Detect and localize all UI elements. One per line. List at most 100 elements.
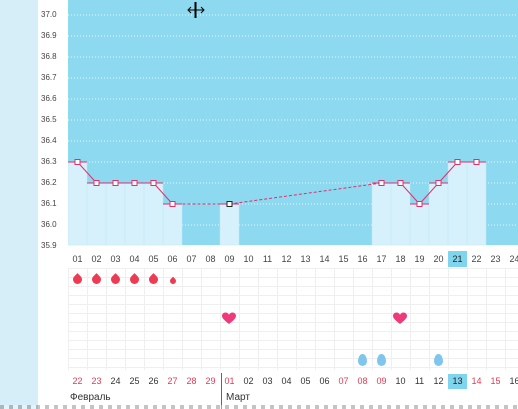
calendar-date-label[interactable]: 02	[243, 376, 254, 386]
y-axis-label: 36.8	[41, 52, 57, 61]
calendar-date-label[interactable]: 14	[471, 376, 482, 386]
calendar-date-label[interactable]: 01	[224, 376, 235, 386]
blue-drop-icon[interactable]	[358, 354, 367, 366]
cycle-day-label[interactable]: 14	[319, 254, 330, 264]
chart-bar[interactable]	[86, 182, 107, 246]
cycle-day-label[interactable]: 06	[167, 254, 178, 264]
calendar-date-label[interactable]: 24	[110, 376, 121, 386]
calendar-date-label[interactable]: 03	[262, 376, 273, 386]
cycle-day-label[interactable]: 19	[414, 254, 425, 264]
calendar-date-label[interactable]: 07	[338, 376, 349, 386]
calendar-date-label[interactable]: 15	[490, 376, 501, 386]
blood-drop-icon[interactable]	[147, 273, 160, 286]
blood-drop-icon[interactable]	[109, 273, 122, 286]
cycle-day-label[interactable]: 22	[471, 254, 482, 264]
cycle-day-label[interactable]: 13	[300, 254, 311, 264]
cycle-day-label[interactable]: 10	[243, 254, 254, 264]
month-divider	[221, 373, 222, 409]
chart-point[interactable]	[226, 201, 233, 207]
chart-bar[interactable]	[409, 203, 430, 246]
calendar-date-label[interactable]: 12	[433, 376, 444, 386]
chart-point[interactable]	[473, 159, 480, 165]
chart-point[interactable]	[454, 159, 461, 165]
cycle-day-label[interactable]: 09	[224, 254, 235, 264]
blood-drop-icon[interactable]	[128, 273, 141, 286]
calendar-date-label[interactable]: 25	[129, 376, 140, 386]
cycle-day-label[interactable]: 08	[205, 254, 216, 264]
calendar-date-label[interactable]: 28	[186, 376, 197, 386]
calendar-date-label[interactable]: 29	[205, 376, 216, 386]
calendar-date-label[interactable]: 27	[167, 376, 178, 386]
chart-point[interactable]	[150, 180, 157, 186]
calendar-date-label[interactable]: 06	[319, 376, 330, 386]
calendar-date-label[interactable]: 13	[448, 374, 467, 389]
chart-bars	[68, 161, 487, 246]
cycle-day-label[interactable]: 04	[129, 254, 140, 264]
cycle-day-label[interactable]: 11	[262, 254, 273, 264]
cycle-day-label[interactable]: 18	[395, 254, 406, 264]
chart-bar[interactable]	[105, 182, 126, 246]
cycle-day-label[interactable]: 17	[376, 254, 387, 264]
chart-point[interactable]	[435, 180, 442, 186]
cycle-day-label[interactable]: 20	[433, 254, 444, 264]
resize-horizontal-icon[interactable]	[187, 2, 205, 18]
calendar-date-label[interactable]: 16	[509, 376, 518, 386]
cycle-day-label[interactable]: 03	[110, 254, 121, 264]
chart-bar[interactable]	[447, 161, 468, 246]
calendar-date-label[interactable]: 10	[395, 376, 406, 386]
chart-point[interactable]	[397, 180, 404, 186]
blue-drop-icon[interactable]	[377, 354, 386, 366]
calendar-date-label[interactable]: 26	[148, 376, 159, 386]
y-axis-label: 35.9	[41, 241, 57, 250]
chart-bar[interactable]	[466, 161, 487, 246]
y-axis-label: 36.7	[41, 73, 57, 82]
calendar-date-label[interactable]: 22	[72, 376, 83, 386]
chart-bar[interactable]	[219, 203, 240, 246]
chart-point[interactable]	[169, 201, 176, 207]
y-axis-label: 36.9	[41, 31, 57, 40]
calendar-date-label[interactable]: 04	[281, 376, 292, 386]
chart-point[interactable]	[112, 180, 119, 186]
blood-drop-icon[interactable]	[168, 276, 177, 286]
cycle-day-label[interactable]: 07	[186, 254, 197, 264]
cycle-day-label[interactable]: 21	[448, 251, 467, 267]
cycle-day-label[interactable]: 24	[509, 254, 518, 264]
chart-bar[interactable]	[428, 182, 449, 246]
chart-line-segment	[229, 182, 382, 205]
cycle-day-label[interactable]: 02	[91, 254, 102, 264]
chart-bar[interactable]	[124, 182, 145, 246]
calendar-date-label[interactable]: 09	[376, 376, 387, 386]
cycle-day-label[interactable]: 05	[148, 254, 159, 264]
y-axis-label: 36.3	[41, 157, 57, 166]
chart-bar[interactable]	[68, 161, 88, 246]
chart-point[interactable]	[74, 159, 81, 165]
calendar-date-label[interactable]: 23	[91, 376, 102, 386]
chart-bar[interactable]	[162, 203, 183, 246]
calendar-date-label[interactable]: 05	[300, 376, 311, 386]
heart-icon[interactable]	[222, 312, 236, 326]
symptoms-grid[interactable]	[68, 268, 518, 370]
chart-point[interactable]	[93, 180, 100, 186]
chart-point[interactable]	[378, 180, 385, 186]
cycle-day-label[interactable]: 01	[72, 254, 83, 264]
heart-icon[interactable]	[393, 312, 407, 326]
cycle-day-label[interactable]: 15	[338, 254, 349, 264]
blood-drop-icon[interactable]	[90, 273, 103, 286]
chart-point[interactable]	[131, 180, 138, 186]
y-axis-label: 36.4	[41, 136, 57, 145]
chart-points	[74, 159, 480, 207]
cycle-day-label[interactable]: 23	[490, 254, 501, 264]
temperature-chart[interactable]	[68, 0, 518, 250]
cycle-day-label[interactable]: 12	[281, 254, 292, 264]
y-axis-label: 36.2	[41, 178, 57, 187]
blood-drop-icon[interactable]	[71, 273, 84, 286]
y-axis-label: 37.0	[41, 10, 57, 19]
cycle-day-label[interactable]: 16	[357, 254, 368, 264]
calendar-date-label[interactable]: 08	[357, 376, 368, 386]
blue-drop-icon[interactable]	[434, 354, 443, 366]
chart-bar[interactable]	[371, 182, 392, 246]
chart-bar[interactable]	[390, 182, 411, 246]
calendar-date-label[interactable]: 11	[414, 376, 425, 386]
chart-bar[interactable]	[143, 182, 164, 246]
chart-point[interactable]	[416, 201, 423, 207]
